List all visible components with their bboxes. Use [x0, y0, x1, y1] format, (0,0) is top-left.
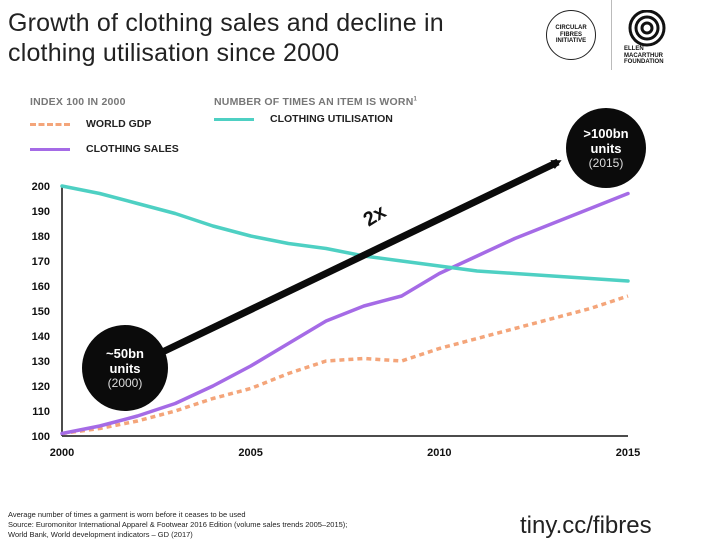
start-volume-year: (2000)	[107, 375, 143, 390]
end-volume-units: units	[590, 140, 622, 156]
legend-item-world-gdp: WORLD GDP	[30, 118, 151, 130]
y-tick-label: 200	[32, 181, 50, 193]
x-tick-label: 2005	[238, 447, 262, 459]
x-tick-label: 2000	[50, 447, 74, 459]
x-tick-label: 2010	[427, 447, 451, 459]
footnote-marker: 1	[413, 96, 418, 103]
series-line-world-gdp	[61, 294, 629, 436]
series-line-clothing-sales	[60, 191, 630, 436]
y-tick-label: 140	[32, 331, 50, 343]
legend-right-header: NUMBER OF TIMES AN ITEM IS WORN1	[214, 96, 417, 108]
y-tick-label: 100	[32, 431, 50, 443]
end-volume-bubble: >100bn units (2015)	[566, 108, 646, 188]
legend-label-world-gdp: WORLD GDP	[86, 118, 152, 130]
legend-label-clothing-sales: CLOTHING SALES	[86, 143, 179, 155]
circular-fibres-initiative-logo: CIRCULAR FIBRES INITIATIVE	[546, 10, 596, 60]
legend-item-clothing-sales: CLOTHING SALES	[30, 143, 179, 155]
ellen-macarthur-foundation-logo-text: ELLEN MACARTHUR FOUNDATION	[624, 46, 664, 65]
legend-swatch-utilisation	[214, 117, 254, 121]
legend-swatch-gdp	[30, 122, 70, 126]
chart-series	[60, 184, 630, 436]
legend-left-header: INDEX 100 IN 2000	[30, 96, 126, 108]
source-url[interactable]: tiny.cc/fibres	[520, 512, 652, 539]
chart-title: Growth of clothing sales and decline in …	[8, 9, 444, 67]
y-tick-label: 190	[32, 206, 50, 218]
legend-left-header-text: INDEX 100 IN 2000	[30, 96, 126, 108]
start-volume-bubble: ~50bn units (2000)	[82, 325, 168, 411]
end-volume-year: (2015)	[588, 155, 624, 170]
y-tick-label: 150	[32, 306, 50, 318]
y-tick-label: 160	[32, 281, 50, 293]
legend-right-header-text: NUMBER OF TIMES AN ITEM IS WORN	[214, 96, 414, 108]
series-line-clothing-utilisation	[60, 184, 630, 283]
footnote: Average number of times a garment is wor…	[8, 510, 368, 540]
x-tick-label: 2015	[616, 447, 640, 459]
y-tick-label: 120	[32, 381, 50, 393]
y-tick-label: 130	[32, 356, 50, 368]
ellen-macarthur-logo-icon	[628, 10, 666, 47]
growth-arrow	[148, 158, 562, 362]
footnote-line-1: Average number of times a garment is wor…	[8, 510, 246, 519]
legend-swatch-sales	[30, 147, 70, 151]
chart-axes: 100 110 120 130 140 150 160 170 180 190 200 2000 200…	[32, 181, 641, 459]
end-volume-value: >100bn	[583, 125, 629, 141]
start-volume-units: units	[109, 360, 141, 376]
legend-item-clothing-utilisation: CLOTHING UTILISATION	[214, 113, 393, 125]
legend-label-clothing-utilisation: CLOTHING UTILISATION	[270, 113, 393, 125]
y-tick-label: 110	[32, 406, 50, 418]
footnote-source: Source: Euromonitor International Appare…	[8, 520, 348, 539]
y-tick-label: 180	[32, 231, 50, 243]
y-tick-label: 170	[32, 256, 50, 268]
logo-divider	[611, 0, 612, 70]
start-volume-value: ~50bn	[106, 345, 144, 361]
